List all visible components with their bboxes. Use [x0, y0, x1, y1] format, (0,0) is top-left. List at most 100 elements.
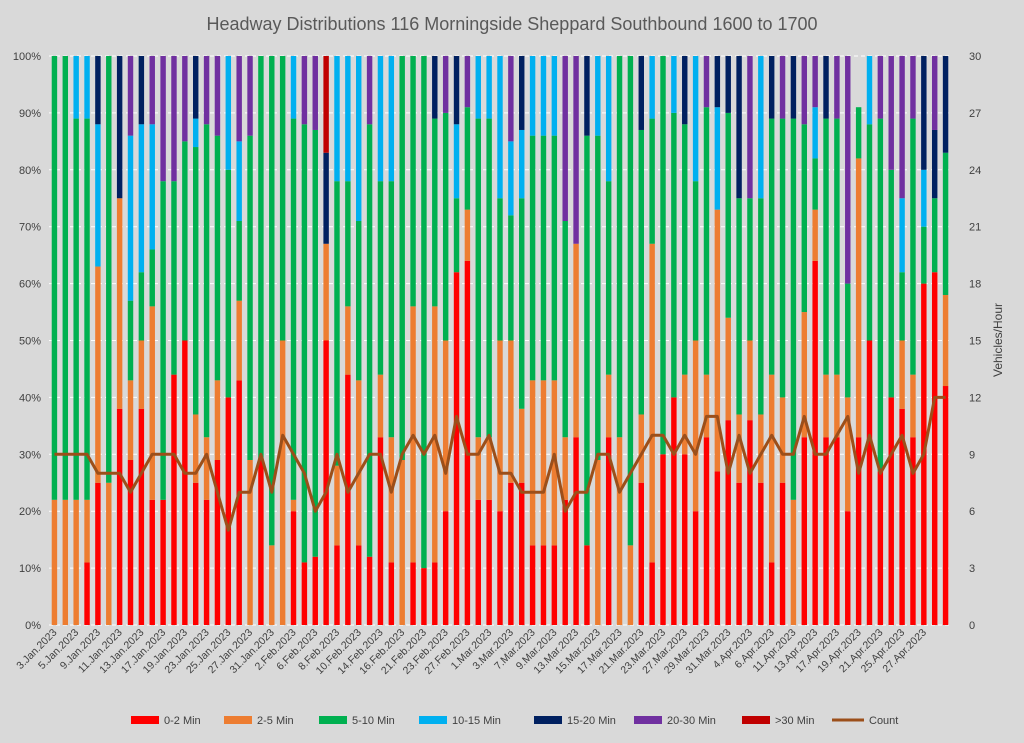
- bar-segment: [127, 300, 134, 381]
- bar-segment: [692, 181, 699, 341]
- legend-label: 10-15 Min: [452, 715, 501, 727]
- bar-segment: [73, 118, 79, 500]
- bar-segment: [605, 374, 612, 438]
- bar-segment: [812, 158, 818, 210]
- bar-segment: [236, 141, 242, 222]
- bar-segment: [334, 181, 340, 466]
- bar-segment: [442, 511, 449, 625]
- bar-segment: [247, 135, 253, 460]
- bar-segment: [127, 135, 134, 301]
- bar-segment: [388, 56, 395, 182]
- legend-swatch: [534, 716, 562, 724]
- bar-segment: [573, 437, 579, 625]
- bar-segment: [855, 437, 862, 625]
- bar-segment: [692, 511, 699, 625]
- bar-segment: [432, 562, 438, 625]
- bar-segment: [95, 266, 101, 483]
- bar-segment: [519, 198, 525, 409]
- bar-segment: [388, 181, 395, 438]
- bar-segment: [497, 56, 503, 199]
- bar-segment: [866, 56, 873, 125]
- bar-segment: [562, 437, 568, 500]
- bar-segment: [62, 499, 69, 625]
- bar-segment: [899, 198, 905, 273]
- bar-segment: [236, 221, 242, 301]
- bar-segment: [540, 135, 547, 381]
- y-left-tick-label: 20%: [19, 506, 41, 518]
- y-right-tick-label: 12: [969, 392, 981, 404]
- bar-segment: [595, 56, 601, 136]
- bar-segment: [258, 459, 264, 625]
- bar-segment: [225, 397, 232, 625]
- bar-segment: [845, 511, 851, 625]
- bar-segment: [834, 118, 840, 375]
- bar-segment: [834, 437, 840, 625]
- bar-segment: [290, 511, 297, 625]
- bar-segment: [758, 482, 764, 625]
- bar-segment: [779, 482, 786, 625]
- bar-segment: [768, 56, 775, 119]
- bar-segment: [84, 56, 90, 119]
- y-right-tick-label: 9: [969, 449, 975, 461]
- legend-swatch: [742, 716, 770, 724]
- bar-segment: [73, 56, 79, 119]
- bar-segment: [562, 56, 568, 222]
- bar-segment: [464, 56, 471, 108]
- bar-segment: [377, 181, 384, 375]
- bar-segment: [649, 56, 655, 119]
- bar-segment: [214, 380, 221, 460]
- bar-segment: [214, 135, 221, 381]
- bar-segment: [845, 397, 851, 512]
- bar-segment: [812, 209, 818, 261]
- bar-segment: [812, 260, 818, 625]
- bar-segment: [540, 380, 547, 546]
- bar-segment: [182, 340, 188, 625]
- bar-segment: [149, 306, 155, 500]
- bar-segment: [649, 118, 655, 244]
- bar-segment: [106, 482, 112, 625]
- bar-segment: [888, 56, 894, 170]
- bar-segment: [356, 221, 362, 381]
- bar-segment: [497, 340, 503, 512]
- bar-segment: [312, 56, 318, 130]
- bar-segment: [290, 56, 297, 119]
- bar-segment: [290, 118, 297, 500]
- bar-segment: [519, 129, 525, 199]
- bar-segment: [247, 459, 253, 625]
- bar-segment: [801, 437, 808, 625]
- bar-segment: [660, 56, 666, 455]
- bar-segment: [323, 243, 329, 341]
- bar-segment: [116, 56, 123, 199]
- bar-segment: [508, 141, 514, 216]
- bar-segment: [203, 124, 210, 438]
- y-axis-right-ticks: 0 3 6 9 12 15 18 21 24 27 30: [969, 51, 981, 632]
- bar-segment: [203, 437, 210, 500]
- bar-segment: [660, 454, 666, 625]
- bar-segment: [638, 482, 644, 625]
- bar-segment: [453, 124, 460, 199]
- count-series-line: [54, 395, 946, 532]
- bar-segment: [790, 499, 797, 625]
- bar-segment: [508, 482, 514, 625]
- bar-segment: [138, 272, 145, 341]
- bar-segment: [138, 56, 145, 125]
- y-left-tick-label: 100%: [13, 51, 41, 63]
- bar-segment: [692, 340, 699, 512]
- bar-segment: [410, 56, 416, 307]
- bar-segment: [725, 317, 731, 421]
- bar-segment: [312, 129, 318, 557]
- bar-segment: [866, 340, 873, 625]
- bar-segment: [192, 414, 199, 483]
- bar-segment: [388, 437, 395, 563]
- bar-segment: [877, 118, 884, 472]
- bar-segment: [192, 118, 199, 148]
- bar-segment: [823, 374, 829, 438]
- bar-segment: [345, 306, 351, 375]
- bar-segment: [551, 545, 558, 625]
- y-right-tick-label: 24: [969, 165, 981, 177]
- bar-segment: [747, 198, 753, 341]
- bar-segment: [725, 420, 731, 625]
- y-right-tick-label: 6: [969, 506, 975, 518]
- bar-segment: [725, 112, 731, 318]
- legend-label: 5-10 Min: [352, 715, 395, 727]
